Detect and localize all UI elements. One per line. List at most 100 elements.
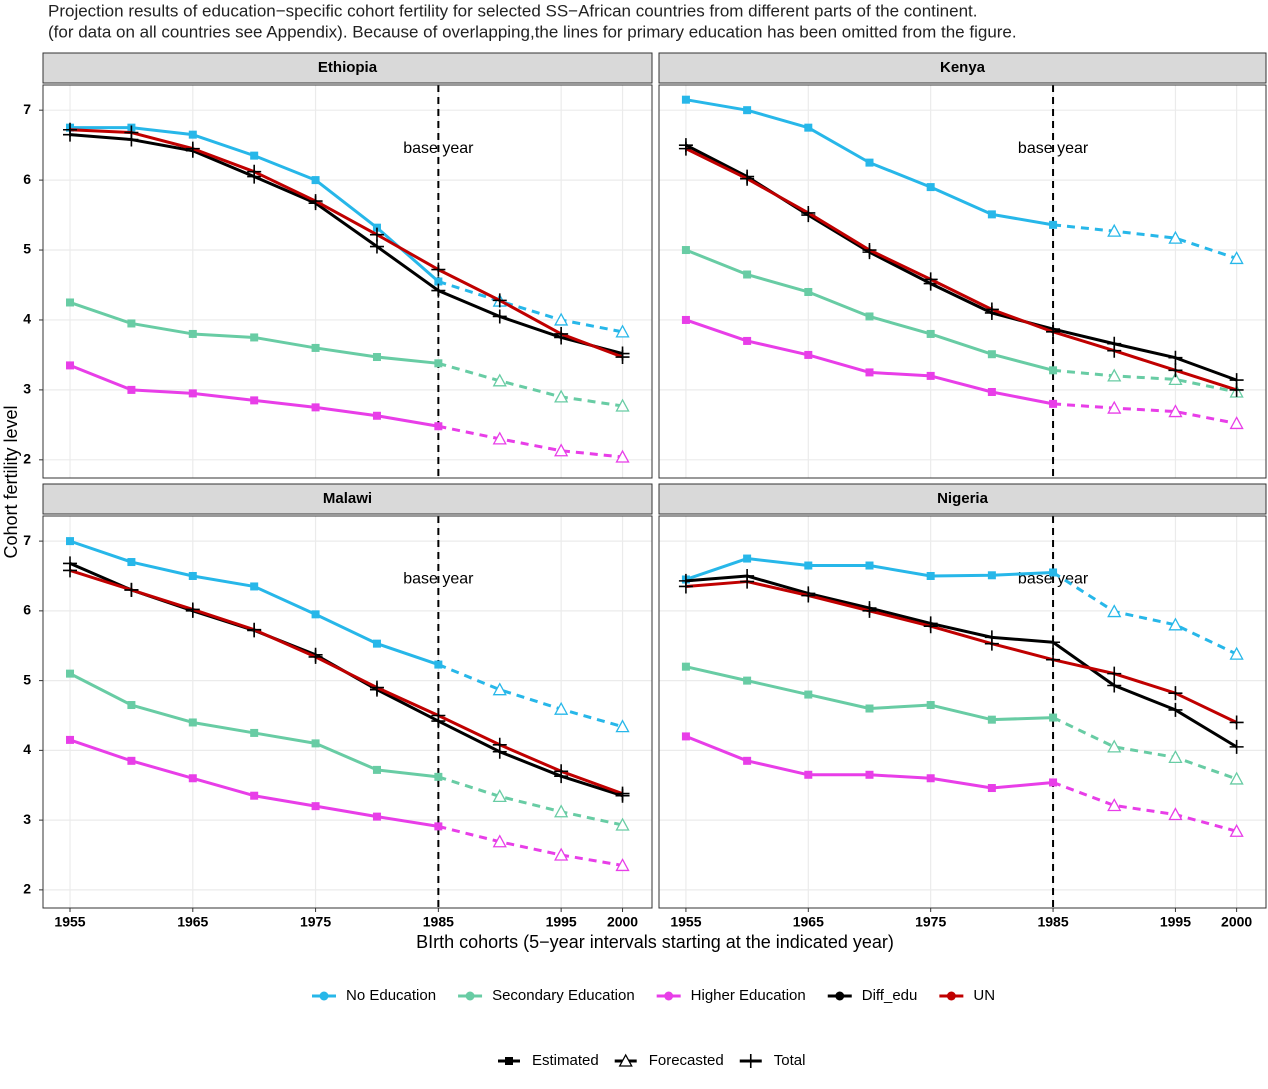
point-marker [66,669,75,678]
point-marker [1168,350,1183,365]
series-line [437,361,623,408]
point-marker [431,283,446,298]
point-marker [926,701,935,710]
point-marker [804,770,813,779]
point-marker [865,158,874,167]
point-marker [681,662,690,671]
point-marker [865,561,874,570]
point-marker [865,770,874,779]
point-marker [1229,771,1244,785]
point-marker [492,373,507,387]
series-line [437,775,623,827]
point-marker [615,398,630,412]
point-marker [66,298,75,307]
point-marker [1168,749,1183,763]
series-line [1052,368,1237,394]
series-line [437,663,623,729]
point-marker [372,411,381,420]
point-marker [865,704,874,713]
point-marker [1049,399,1058,408]
point-marker [865,312,874,321]
x-tick-label: 1955 [54,914,85,930]
y-tick-label: 4 [23,311,31,327]
point-marker [369,239,384,254]
point-marker [987,571,996,580]
point-marker [987,350,996,359]
y-tick-label: 6 [23,171,31,187]
point-marker [743,756,752,765]
point-marker [554,701,569,715]
annotation: base year [403,140,474,157]
point-marker [66,537,75,546]
series-group [63,537,630,872]
point-marker [311,739,320,748]
point-marker [926,371,935,380]
point-marker [1107,798,1122,812]
point-marker [865,368,874,377]
point-marker [492,834,507,848]
point-marker [66,735,75,744]
point-marker [1229,646,1244,660]
point-marker [554,326,569,341]
y-axis-label: Cohort fertility level [1,405,21,558]
point-marker [804,350,813,359]
strip-background [658,52,1267,84]
legend-label: Forecasted [649,1052,724,1069]
series-line [685,580,1238,724]
series-line [437,280,623,334]
series-line [1052,571,1238,656]
point-marker [801,205,816,220]
strip-label: Kenya [940,59,986,76]
point-marker [987,210,996,219]
point-marker [1046,635,1061,650]
point-marker [1168,686,1183,701]
point-marker [308,194,323,209]
point-marker [250,151,259,160]
point-marker [434,359,443,368]
point-marker [1107,368,1122,382]
point-marker [681,95,690,104]
y-tick-label: 7 [23,101,31,117]
point-marker [743,676,752,685]
point-marker [1168,617,1183,631]
legend-label: Diff_edu [862,987,918,1004]
legend-label: Estimated [532,1052,599,1069]
legend-swatch [505,1057,513,1065]
point-marker [1107,604,1122,618]
point-marker [250,333,259,342]
strip-label: Nigeria [937,490,989,507]
point-marker [984,302,999,317]
point-marker [804,123,813,132]
y-tick-label: 5 [23,671,31,687]
chart-title: Projection results of education−specific… [48,1,978,20]
point-marker [1049,713,1058,722]
point-marker [740,574,755,589]
point-marker [926,774,935,783]
point-marker [862,603,877,618]
point-marker [804,690,813,699]
point-marker [188,329,197,338]
point-marker [247,164,262,179]
point-marker [1168,404,1183,418]
point-marker [369,680,384,695]
strip-background [658,483,1267,515]
point-marker [1229,823,1244,837]
point-marker [1049,568,1058,577]
point-marker [250,582,259,591]
point-marker [63,563,78,578]
point-marker [554,847,569,861]
x-tick-label: 1995 [546,914,577,930]
point-marker [434,422,443,431]
point-marker [1229,382,1244,397]
point-marker [926,183,935,192]
point-marker [311,802,320,811]
point-marker [188,718,197,727]
point-marker [372,765,381,774]
series-line [438,424,623,459]
point-marker [434,660,443,669]
panel-background [43,516,652,908]
panel-background [659,85,1266,478]
point-marker [615,786,630,801]
point-marker [554,389,569,403]
legend-label: Total [774,1052,806,1069]
